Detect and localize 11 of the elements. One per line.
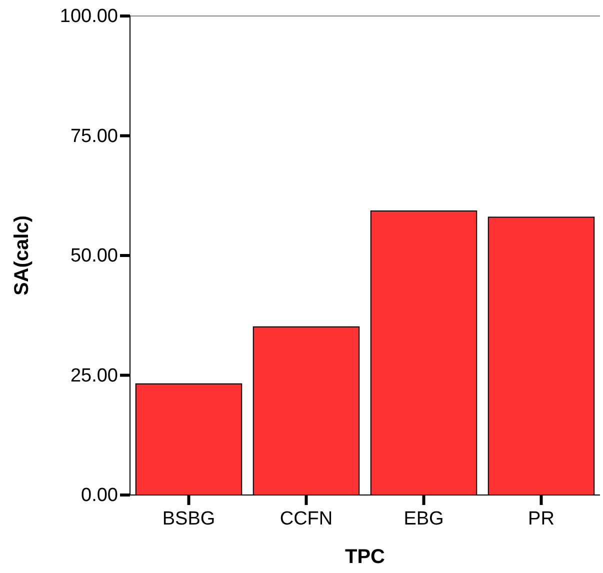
y-axis-title: SA(calc): [11, 215, 33, 296]
x-tick-label: EBG: [404, 508, 444, 530]
x-tick-label: BSBG: [162, 508, 216, 530]
y-tick-label: 0.00: [81, 485, 118, 506]
y-tick-label: 75.00: [70, 126, 118, 147]
y-tick-label: 50.00: [70, 246, 118, 267]
y-tick-label: 100.00: [60, 6, 118, 28]
x-tick-label: CCFN: [280, 508, 333, 530]
x-tick-label: PR: [528, 508, 554, 530]
x-axis-title: TPC: [345, 546, 385, 568]
y-tick-label: 25.00: [70, 365, 118, 386]
